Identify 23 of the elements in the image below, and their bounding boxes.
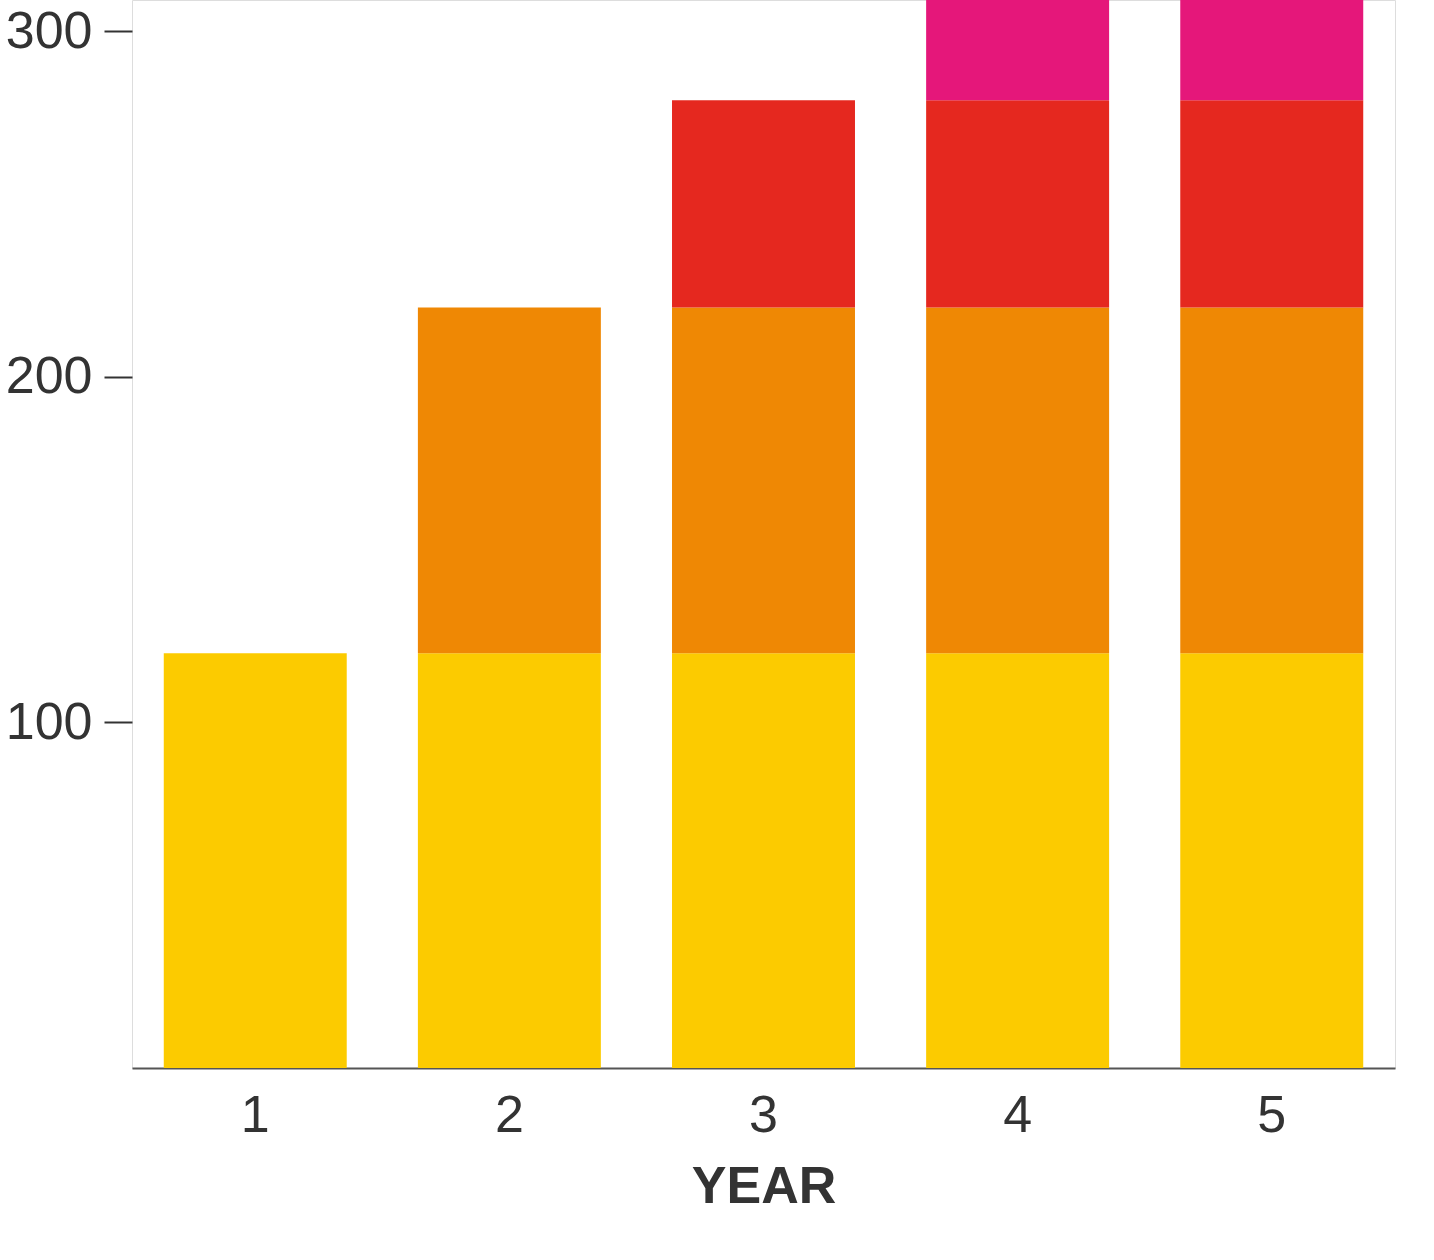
x-tick-label: 5: [1257, 1084, 1287, 1143]
x-tick-label: 3: [749, 1084, 778, 1143]
bar: [672, 653, 855, 1068]
bar: [672, 100, 855, 308]
bar: [163, 653, 347, 1068]
bar: [926, 307, 1110, 654]
y-tick-label: 100: [5, 691, 93, 750]
x-tick-label: 1: [240, 1084, 270, 1143]
x-tick-label: 4: [1003, 1084, 1033, 1143]
x-tick-label: 2: [494, 1084, 524, 1143]
bar: [417, 307, 601, 654]
bar: [926, 653, 1110, 1068]
y-tick-label: 300: [5, 0, 93, 59]
bar: [926, 0, 1110, 101]
bar: [1180, 653, 1364, 1068]
bar: [417, 653, 601, 1068]
bar: [1180, 307, 1364, 654]
bar: [1180, 0, 1364, 101]
y-tick-label: 200: [5, 346, 93, 405]
bar: [1180, 100, 1364, 308]
x-axis-title: YEAR: [691, 1155, 837, 1214]
bar: [926, 100, 1110, 308]
bar: [672, 307, 855, 654]
